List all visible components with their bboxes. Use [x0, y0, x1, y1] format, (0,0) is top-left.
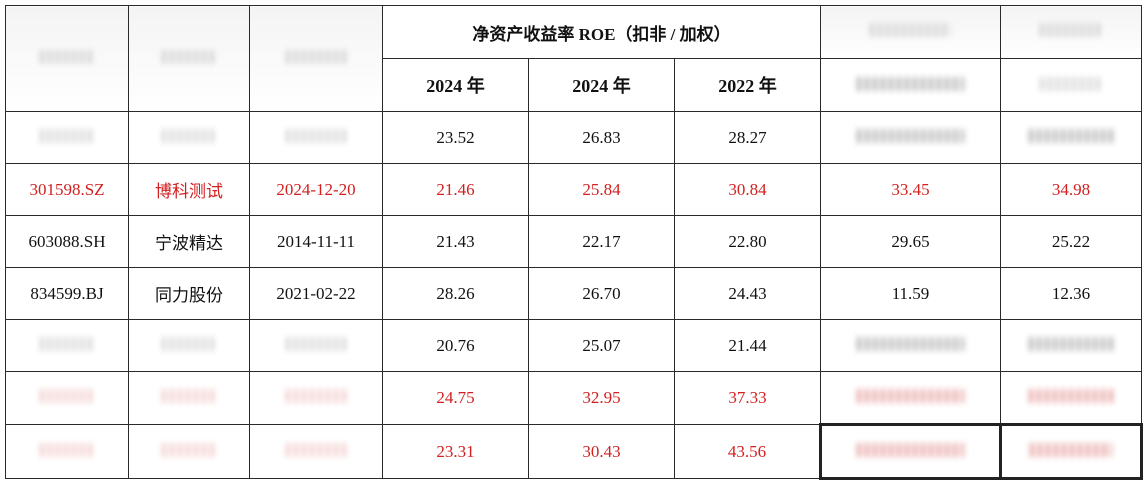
roe-table-container: 净资产收益率 ROE（扣非 / 加权） 2024 年 2024 年 2022 年… — [5, 5, 1143, 480]
name-cell-blurred — [128, 319, 250, 372]
code-cell-blurred — [5, 424, 129, 479]
code-cell-blurred — [5, 371, 129, 425]
v2-cell: 32.95 — [528, 371, 675, 425]
table-row: 301598.SZ 博科测试 2024-12-20 21.46 25.84 30.84 33… — [5, 163, 1142, 216]
name-cell: 同力股份 — [128, 267, 250, 320]
table-row: 24.75 32.95 37.33 — [5, 371, 1142, 425]
name-cell-blurred — [128, 371, 250, 425]
v1-cell: 28.26 — [382, 267, 529, 320]
header-col7-blurred — [820, 5, 1001, 59]
v1-cell: 24.75 — [382, 371, 529, 425]
v3-cell: 37.33 — [674, 371, 821, 425]
v5-cell-blurred — [999, 423, 1143, 480]
code-cell-blurred — [5, 111, 129, 164]
code-cell: 603088.SH — [5, 215, 129, 268]
year-header-1: 2024 年 — [382, 58, 529, 112]
v3-cell: 22.80 — [674, 215, 821, 268]
v4-cell: 29.65 — [820, 215, 1001, 268]
v1-cell: 23.31 — [382, 424, 529, 479]
table-row: 603088.SH 宁波精达 2014-11-11 21.43 22.17 22.80 29… — [5, 215, 1142, 268]
table-row: 834599.BJ 同力股份 2021-02-22 28.26 26.70 24.43 11… — [5, 267, 1142, 320]
year-header-5-blurred — [1000, 58, 1142, 112]
date-cell-blurred — [249, 371, 383, 425]
v5-cell: 25.22 — [1000, 215, 1142, 268]
roe-comparison-table: 净资产收益率 ROE（扣非 / 加权） 2024 年 2024 年 2022 年… — [5, 5, 1143, 480]
v5-cell-blurred — [1000, 371, 1142, 425]
v1-cell: 20.76 — [382, 319, 529, 372]
v5-cell-blurred — [1000, 319, 1142, 372]
v5-cell: 12.36 — [1000, 267, 1142, 320]
year-header-3: 2022 年 — [674, 58, 821, 112]
v4-cell-blurred — [820, 371, 1001, 425]
v5-cell-blurred — [1000, 111, 1142, 164]
table-row: 23.31 30.43 43.56 — [5, 423, 1143, 480]
date-cell: 2014-11-11 — [249, 215, 383, 268]
year-header-2: 2024 年 — [528, 58, 675, 112]
header-col8-blurred — [1000, 5, 1142, 59]
name-cell: 博科测试 — [128, 163, 250, 216]
name-cell-blurred — [128, 424, 250, 479]
roe-group-header: 净资产收益率 ROE（扣非 / 加权） — [382, 5, 821, 59]
v1-cell: 23.52 — [382, 111, 529, 164]
header-code-blurred — [5, 5, 129, 112]
v1-cell: 21.43 — [382, 215, 529, 268]
v1-cell: 21.46 — [382, 163, 529, 216]
table-row: 20.76 25.07 21.44 — [5, 319, 1142, 372]
v3-cell: 28.27 — [674, 111, 821, 164]
v5-cell: 34.98 — [1000, 163, 1142, 216]
v3-cell: 43.56 — [674, 424, 821, 479]
date-cell: 2024-12-20 — [249, 163, 383, 216]
v4-cell-blurred — [820, 111, 1001, 164]
date-cell-blurred — [249, 424, 383, 479]
v2-cell: 26.83 — [528, 111, 675, 164]
v3-cell: 21.44 — [674, 319, 821, 372]
v4-cell-blurred — [820, 319, 1001, 372]
header-name-blurred — [128, 5, 250, 112]
v2-cell: 25.07 — [528, 319, 675, 372]
header-row-1: 净资产收益率 ROE（扣非 / 加权） — [5, 5, 1142, 112]
v2-cell: 22.17 — [528, 215, 675, 268]
code-cell: 834599.BJ — [5, 267, 129, 320]
year-header-4-blurred — [820, 58, 1001, 112]
v4-cell: 33.45 — [820, 163, 1001, 216]
name-cell-blurred — [128, 111, 250, 164]
name-cell: 宁波精达 — [128, 215, 250, 268]
table-row: 23.52 26.83 28.27 — [5, 111, 1142, 164]
date-cell: 2021-02-22 — [249, 267, 383, 320]
v4-cell: 11.59 — [820, 267, 1001, 320]
header-row-2: 2024 年 2024 年 2022 年 — [6, 58, 1142, 112]
v2-cell: 26.70 — [528, 267, 675, 320]
date-cell-blurred — [249, 319, 383, 372]
code-cell-blurred — [5, 319, 129, 372]
v3-cell: 24.43 — [674, 267, 821, 320]
header-date-blurred — [249, 5, 383, 112]
v3-cell: 30.84 — [674, 163, 821, 216]
code-cell: 301598.SZ — [5, 163, 129, 216]
v2-cell: 25.84 — [528, 163, 675, 216]
v2-cell: 30.43 — [528, 424, 675, 479]
v4-cell-blurred — [819, 423, 1002, 480]
date-cell-blurred — [249, 111, 383, 164]
